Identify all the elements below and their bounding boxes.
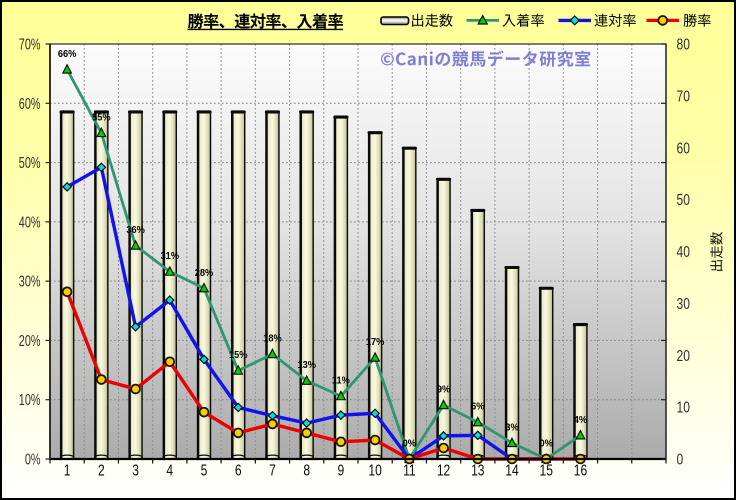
svg-text:20: 20 bbox=[677, 346, 691, 364]
svg-text:60: 60 bbox=[677, 139, 691, 157]
svg-text:17%: 17% bbox=[366, 337, 385, 349]
svg-text:15%: 15% bbox=[229, 350, 248, 362]
svg-text:15: 15 bbox=[540, 461, 554, 479]
svg-text:18%: 18% bbox=[263, 333, 282, 345]
svg-text:5: 5 bbox=[201, 461, 208, 479]
svg-text:13%: 13% bbox=[297, 360, 316, 372]
svg-text:60%: 60% bbox=[19, 95, 41, 112]
svg-text:1: 1 bbox=[64, 461, 71, 479]
svg-text:9%: 9% bbox=[437, 384, 451, 396]
svg-text:0%: 0% bbox=[403, 438, 417, 450]
svg-text:16: 16 bbox=[574, 461, 588, 479]
svg-text:70%: 70% bbox=[19, 36, 41, 53]
svg-text:0%: 0% bbox=[540, 438, 554, 450]
svg-text:9: 9 bbox=[338, 461, 345, 479]
svg-text:3%: 3% bbox=[505, 422, 519, 434]
svg-text:40: 40 bbox=[677, 243, 691, 261]
svg-text:20%: 20% bbox=[19, 332, 41, 349]
svg-text:0: 0 bbox=[677, 450, 684, 468]
svg-text:11: 11 bbox=[403, 461, 416, 479]
svg-text:3: 3 bbox=[132, 461, 139, 479]
svg-text:11%: 11% bbox=[332, 375, 350, 387]
svg-text:50%: 50% bbox=[19, 154, 41, 171]
svg-text:6%: 6% bbox=[471, 401, 485, 413]
svg-text:30%: 30% bbox=[19, 273, 41, 290]
svg-text:7: 7 bbox=[269, 461, 276, 479]
svg-text:50: 50 bbox=[677, 191, 691, 209]
svg-text:80: 80 bbox=[677, 35, 691, 53]
svg-text:30: 30 bbox=[677, 294, 691, 312]
svg-text:0%: 0% bbox=[25, 451, 41, 468]
svg-text:10: 10 bbox=[368, 461, 382, 479]
svg-text:70: 70 bbox=[677, 87, 691, 105]
svg-text:10%: 10% bbox=[19, 391, 41, 408]
svg-text:28%: 28% bbox=[195, 267, 214, 279]
svg-text:4: 4 bbox=[166, 461, 173, 479]
svg-text:31%: 31% bbox=[161, 251, 180, 263]
svg-text:55%: 55% bbox=[92, 112, 111, 124]
svg-text:2: 2 bbox=[98, 461, 105, 479]
svg-text:66%: 66% bbox=[58, 48, 77, 60]
svg-text:4%: 4% bbox=[574, 414, 588, 426]
svg-text:36%: 36% bbox=[126, 225, 145, 237]
svg-text:14: 14 bbox=[505, 461, 519, 479]
svg-text:10: 10 bbox=[677, 398, 691, 416]
svg-text:13: 13 bbox=[471, 461, 485, 479]
svg-text:12: 12 bbox=[437, 461, 451, 479]
svg-text:6: 6 bbox=[235, 461, 242, 479]
svg-text:8: 8 bbox=[303, 461, 310, 479]
svg-text:40%: 40% bbox=[19, 213, 41, 230]
